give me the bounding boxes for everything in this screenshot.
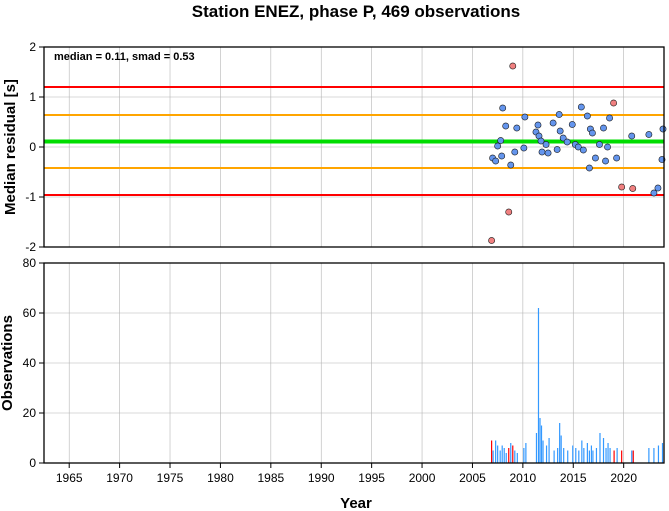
residual-point (507, 161, 515, 169)
residual-point (579, 146, 587, 154)
residual-point (650, 189, 658, 197)
residual-point (521, 113, 529, 121)
x-axis-label: Year (340, 495, 372, 511)
residual-point (568, 121, 576, 128)
residual-point (498, 152, 506, 160)
residual-panel: -2 -1 0 1 2 median = 0.11, smad = 0.53 Media… (2, 40, 667, 254)
residual-point (544, 149, 552, 157)
x-tick-label: 2015 (560, 471, 587, 485)
residual-point (549, 119, 557, 127)
observations-y-label: Observations (0, 315, 16, 411)
chart-title: Station ENEZ, phase P, 469 observations (192, 2, 520, 21)
residual-point (494, 142, 502, 150)
residual-point (513, 124, 521, 132)
residual-grid (44, 46, 664, 248)
residual-point (592, 154, 599, 162)
residual-point (492, 157, 500, 165)
residual-point (534, 121, 542, 129)
observation-bars (491, 308, 664, 463)
residual-point (502, 122, 510, 130)
residual-point (600, 124, 607, 132)
residual-point (596, 141, 603, 148)
y-tick-label: 0 (29, 140, 36, 154)
residual-point (538, 148, 546, 156)
residual-point (585, 164, 593, 172)
observations-y-ticks: 0 20 40 60 80 (23, 256, 44, 470)
residual-point (520, 144, 528, 152)
residual-point (556, 127, 564, 135)
y-tick-label: -1 (25, 190, 36, 204)
residual-point (583, 112, 591, 120)
residual-point (497, 137, 505, 144)
residual-point (511, 148, 519, 156)
residual-point (555, 111, 563, 118)
y-tick-label: 20 (23, 406, 37, 420)
y-tick-label: 1 (29, 90, 36, 104)
x-tick-label: 2010 (510, 471, 537, 485)
residual-point (553, 146, 561, 153)
year-x-ticks: 1965 1970 1975 1980 1985 1990 1995 2000 2005 2010… (56, 463, 637, 485)
residual-frame (43, 46, 665, 248)
residual-point (542, 141, 550, 148)
reference-lines (44, 86, 664, 196)
residual-point (537, 137, 545, 145)
x-tick-label: 1980 (207, 471, 234, 485)
residual-point (659, 125, 667, 133)
y-tick-label: 60 (23, 306, 37, 320)
outlier-point (505, 208, 513, 216)
residual-point (563, 138, 571, 146)
residual-point (574, 143, 582, 151)
x-tick-label: 1990 (308, 471, 335, 485)
y-tick-label: -2 (25, 240, 36, 254)
x-tick-label: 1965 (56, 471, 83, 485)
stats-annotation: median = 0.11, smad = 0.53 (54, 51, 195, 63)
x-tick-label: 2005 (459, 471, 486, 485)
observations-frame (43, 262, 665, 464)
x-tick-label: 1975 (157, 471, 184, 485)
outlier-point (509, 62, 517, 70)
residual-point (645, 131, 653, 138)
residual-point (613, 154, 621, 162)
residual-y-ticks: -2 -1 0 1 2 (25, 40, 44, 254)
x-tick-label: 2000 (409, 471, 436, 485)
residual-point (604, 143, 611, 151)
residual-point (602, 157, 609, 165)
y-tick-label: 80 (23, 256, 37, 270)
residual-point (606, 114, 613, 122)
outlier-point (610, 99, 617, 107)
observations-panel: 0 20 40 60 80 1965 1970 1975 1980 1985 1990 1995 20… (0, 256, 665, 511)
outlier-point (618, 183, 626, 191)
residual-point (577, 103, 585, 111)
y-tick-label: 40 (23, 356, 37, 370)
x-tick-label: 1985 (257, 471, 284, 485)
residual-point (499, 104, 507, 112)
x-tick-label: 1970 (106, 471, 133, 485)
x-tick-label: 1995 (358, 471, 385, 485)
residual-point (589, 129, 596, 137)
y-tick-label: 0 (29, 456, 36, 470)
y-tick-label: 2 (29, 40, 36, 54)
residual-points (488, 62, 667, 244)
outlier-point (488, 237, 496, 244)
outlier-point (629, 185, 637, 192)
residual-point (654, 184, 662, 192)
x-tick-label: 2020 (610, 471, 637, 485)
observations-grid (44, 262, 664, 464)
residual-point (628, 132, 636, 140)
residual-point (559, 134, 567, 142)
residual-y-label: Median residual [s] (2, 79, 19, 215)
